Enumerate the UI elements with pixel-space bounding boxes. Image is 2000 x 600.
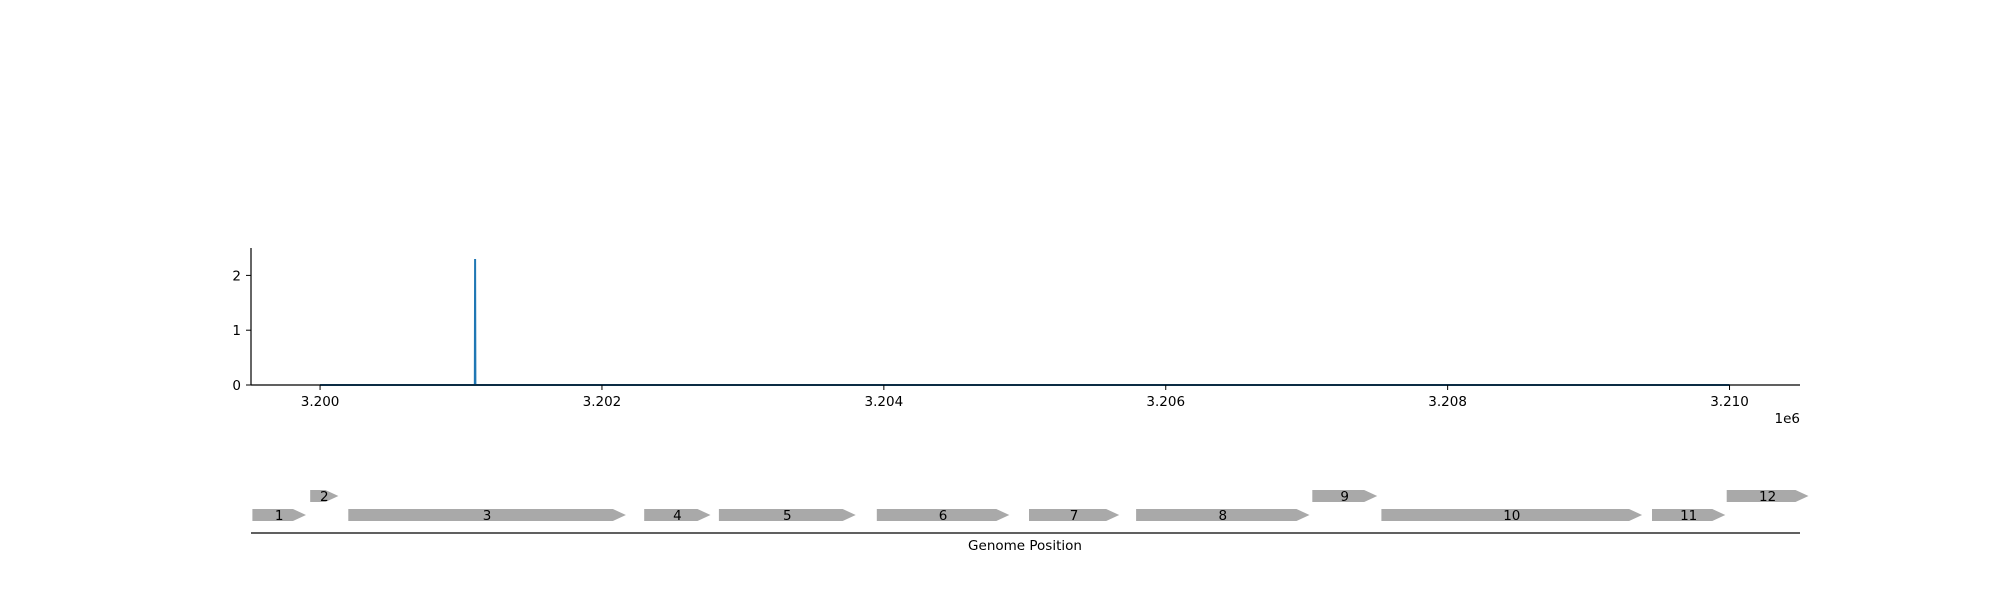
gene-feature-arrow	[1029, 509, 1120, 521]
gene-feature-label: 12	[1759, 489, 1776, 505]
x-tick-label: 3.206	[1146, 394, 1185, 410]
gene-feature-arrow	[310, 490, 339, 502]
gene-feature-arrow	[252, 509, 306, 521]
y-tick-label: 2	[232, 268, 241, 284]
gene-feature-arrow	[1381, 509, 1643, 521]
gene-feature-label: 4	[673, 508, 682, 524]
x-tick-label: 3.202	[583, 394, 622, 410]
gene-feature-label: 5	[783, 508, 792, 524]
gene-feature-arrow	[876, 509, 1010, 521]
series-line-0	[320, 258, 1730, 386]
gene-feature-label: 3	[483, 508, 492, 524]
coverage-plot: 3.200 3.202 3.204 3.206 3.208 3.210 0 1 2 1e6	[232, 248, 1800, 427]
gene-feature-arrow	[1652, 509, 1726, 521]
x-ticks: 3.200 3.202 3.204 3.206 3.208 3.210	[301, 385, 1749, 410]
gene-feature-label: 6	[939, 508, 948, 524]
y-tick-label: 1	[232, 323, 241, 339]
gene-feature-label: 9	[1340, 489, 1349, 505]
gene-feature-arrow	[348, 509, 626, 521]
gene-feature-arrow	[1726, 490, 1809, 502]
gene-feature-label: 10	[1503, 508, 1520, 524]
x-tick-label: 3.208	[1428, 394, 1467, 410]
gene-feature-label: 8	[1219, 508, 1228, 524]
gene-feature-label: 1	[275, 508, 284, 524]
gene-feature-arrow	[644, 509, 711, 521]
gene-feature-label: 11	[1680, 508, 1697, 524]
x-tick-label: 3.204	[865, 394, 904, 410]
x-offset-label: 1e6	[1775, 411, 1800, 427]
coverage-series	[320, 258, 1730, 386]
y-tick-label: 0	[232, 378, 241, 394]
x-axis-label: Genome Position	[968, 538, 1082, 554]
gene-feature-label: 2	[320, 489, 329, 505]
gene-feature-arrow	[1312, 490, 1378, 502]
y-ticks: 0 1 2	[232, 268, 251, 394]
gene-feature-arrow	[718, 509, 856, 521]
x-tick-label: 3.210	[1710, 394, 1749, 410]
gene-feature-label: 7	[1070, 508, 1079, 524]
x-tick-label: 3.200	[301, 394, 340, 410]
gene-feature-arrow	[1136, 509, 1310, 521]
